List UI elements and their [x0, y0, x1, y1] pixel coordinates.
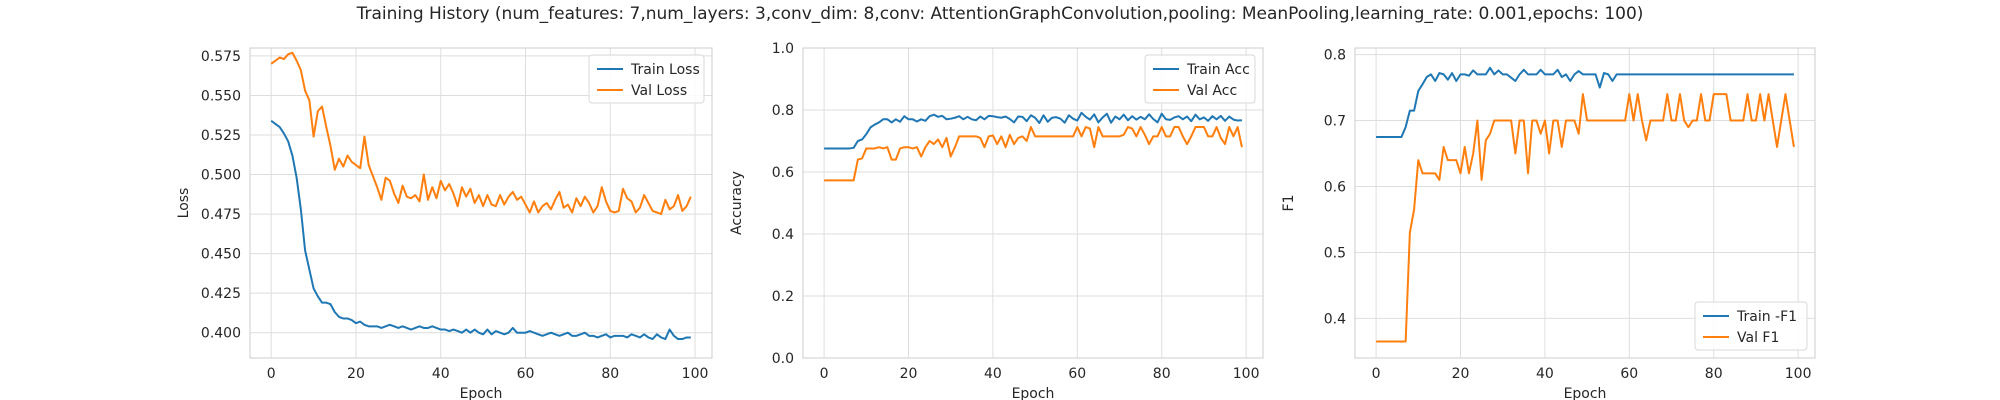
accuracy-chart: 0 20 40 60 80 100 0.0 0.2 0.4 0.6 0.8 1.0 Epoch Accur…	[729, 41, 1264, 400]
y-tick-label: 0.5	[1324, 245, 1346, 261]
y-tick-label: 0.6	[1324, 180, 1346, 196]
y-axis-label: Accuracy	[729, 171, 745, 235]
y-tick-label: 0.0	[772, 351, 794, 367]
x-tick-label: 100	[1233, 366, 1260, 382]
legend-label: Train Acc	[1186, 62, 1250, 78]
y-tick-label: 0.6	[772, 165, 794, 181]
y-tick-label: 0.450	[201, 247, 241, 263]
y-axis-label: Loss	[176, 188, 192, 219]
loss-chart: 0 20 40 60 80 100 0.400 0.425 0.450 0.475 0.500 0.5…	[176, 47, 713, 400]
y-tick-label: 0.7	[1324, 114, 1346, 130]
series-line-1	[824, 126, 1243, 182]
x-tick-label: 40	[1536, 366, 1554, 382]
x-tick-label: 100	[1785, 366, 1812, 382]
legend-label: Val Loss	[631, 83, 687, 99]
x-tick-label: 80	[1153, 366, 1171, 382]
x-tick-label: 20	[900, 366, 918, 382]
series-line-0	[270, 119, 691, 341]
legend-label: Val F1	[1737, 330, 1779, 346]
f1-chart: 0 20 40 60 80 100 0.4 0.5 0.6 0.7 0.8 Epoch F1 Train …	[1281, 47, 1816, 400]
y-tick-label: 1.0	[772, 41, 794, 57]
y-tick-label: 0.8	[1324, 48, 1346, 64]
y-axis-label: F1	[1281, 195, 1297, 212]
y-tick-label: 0.2	[772, 289, 794, 305]
legend-label: Train Loss	[630, 62, 700, 78]
series-line-1	[1376, 93, 1795, 343]
x-axis-label: Epoch	[1564, 386, 1607, 400]
y-tick-label: 0.4	[772, 227, 794, 243]
y-tick-label: 0.8	[772, 103, 794, 119]
y-tick-label: 0.425	[201, 286, 241, 302]
y-tick-label: 0.475	[201, 207, 241, 223]
x-tick-label: 40	[984, 366, 1002, 382]
x-tick-label: 20	[347, 366, 365, 382]
x-tick-label: 60	[1068, 366, 1086, 382]
y-tick-label: 0.4	[1324, 311, 1346, 327]
legend: Train Acc Val Acc	[1144, 54, 1256, 104]
series-line-1	[270, 51, 692, 216]
x-tick-label: 0	[820, 366, 829, 382]
x-tick-label: 20	[1452, 366, 1470, 382]
x-tick-label: 100	[682, 366, 709, 382]
y-tick-label: 0.400	[201, 326, 241, 342]
y-tick-label: 0.525	[201, 128, 241, 144]
x-tick-label: 40	[432, 366, 450, 382]
x-tick-label: 80	[601, 366, 619, 382]
legend: Train Loss Val Loss	[588, 54, 705, 104]
x-tick-label: 60	[1620, 366, 1638, 382]
series-line-0	[1376, 66, 1794, 139]
legend-label: Val Acc	[1187, 83, 1237, 99]
plot-frame	[249, 47, 713, 359]
x-tick-label: 80	[1705, 366, 1723, 382]
y-tick-label: 0.500	[201, 168, 241, 184]
legend-label: Train -F1	[1736, 309, 1797, 325]
x-axis-label: Epoch	[460, 386, 503, 400]
series-line-0	[824, 111, 1242, 150]
x-tick-label: 60	[517, 366, 535, 382]
y-tick-label: 0.550	[201, 88, 241, 104]
legend: Train -F1 Val F1	[1694, 301, 1808, 351]
x-axis-label: Epoch	[1012, 386, 1055, 400]
plot-frame	[1354, 47, 1816, 359]
y-tick-label: 0.575	[201, 49, 241, 65]
plot-frame	[802, 47, 1264, 359]
x-tick-label: 0	[267, 366, 276, 382]
x-tick-label: 0	[1372, 366, 1381, 382]
figure-title: Training History (num_features: 7,num_la…	[356, 4, 1644, 24]
